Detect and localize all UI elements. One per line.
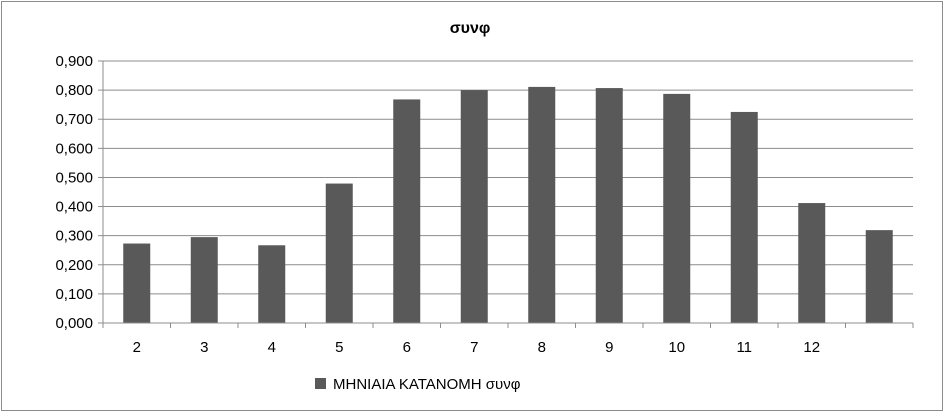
- bar: [798, 203, 826, 323]
- x-tick-label: 10: [668, 339, 685, 356]
- bar: [325, 183, 353, 323]
- bar: [123, 243, 151, 323]
- y-axis-ticks: 0,000 0,100 0,200 0,300 0,400 0,500 0,600 0,700…: [55, 53, 103, 332]
- y-tick-label: 0,500: [55, 169, 93, 186]
- x-tick-label: 5: [335, 339, 343, 356]
- y-tick-label: 0,200: [55, 257, 93, 274]
- y-tick-label: 0,900: [55, 53, 93, 70]
- x-tick-label: 2: [133, 339, 141, 356]
- axes: [102, 61, 913, 324]
- y-tick-label: 0,100: [55, 286, 93, 303]
- y-tick-label: 0,800: [55, 82, 93, 99]
- bar: [663, 93, 691, 323]
- bar: [393, 99, 421, 323]
- bar: [865, 230, 893, 323]
- y-tick-label: 0,400: [55, 199, 93, 216]
- chart-title: συνφ: [450, 20, 491, 37]
- legend-label: ΜΗΝΙΑΙΑ ΚΑΤΑΝΟΜΗ συνφ: [333, 376, 521, 393]
- x-tick-label: 12: [803, 339, 820, 356]
- bar: [460, 90, 488, 323]
- y-tick-label: 0,600: [55, 140, 93, 157]
- x-tick-label: 8: [538, 339, 546, 356]
- legend: ΜΗΝΙΑΙΑ ΚΑΤΑΝΟΜΗ συνφ: [315, 376, 521, 393]
- bar-series: [123, 86, 893, 323]
- bar: [730, 111, 758, 323]
- bar: [258, 245, 286, 323]
- x-tick-label: 4: [268, 339, 276, 356]
- bar: [528, 86, 556, 323]
- x-axis-ticks: 2 3 4 5 6 7 8 9 10 11 12: [102, 323, 914, 356]
- y-tick-label: 0,000: [55, 315, 93, 332]
- x-tick-label: 6: [403, 339, 411, 356]
- bar: [595, 88, 623, 323]
- y-tick-label: 0,700: [55, 111, 93, 128]
- y-tick-label: 0,300: [55, 228, 93, 245]
- x-tick-label: 3: [200, 339, 208, 356]
- bar: [190, 237, 218, 323]
- legend-swatch: [315, 378, 326, 389]
- x-tick-label: 11: [736, 339, 752, 356]
- x-tick-label: 7: [470, 339, 478, 356]
- x-tick-label: 9: [605, 339, 613, 356]
- gridlines: [103, 60, 913, 295]
